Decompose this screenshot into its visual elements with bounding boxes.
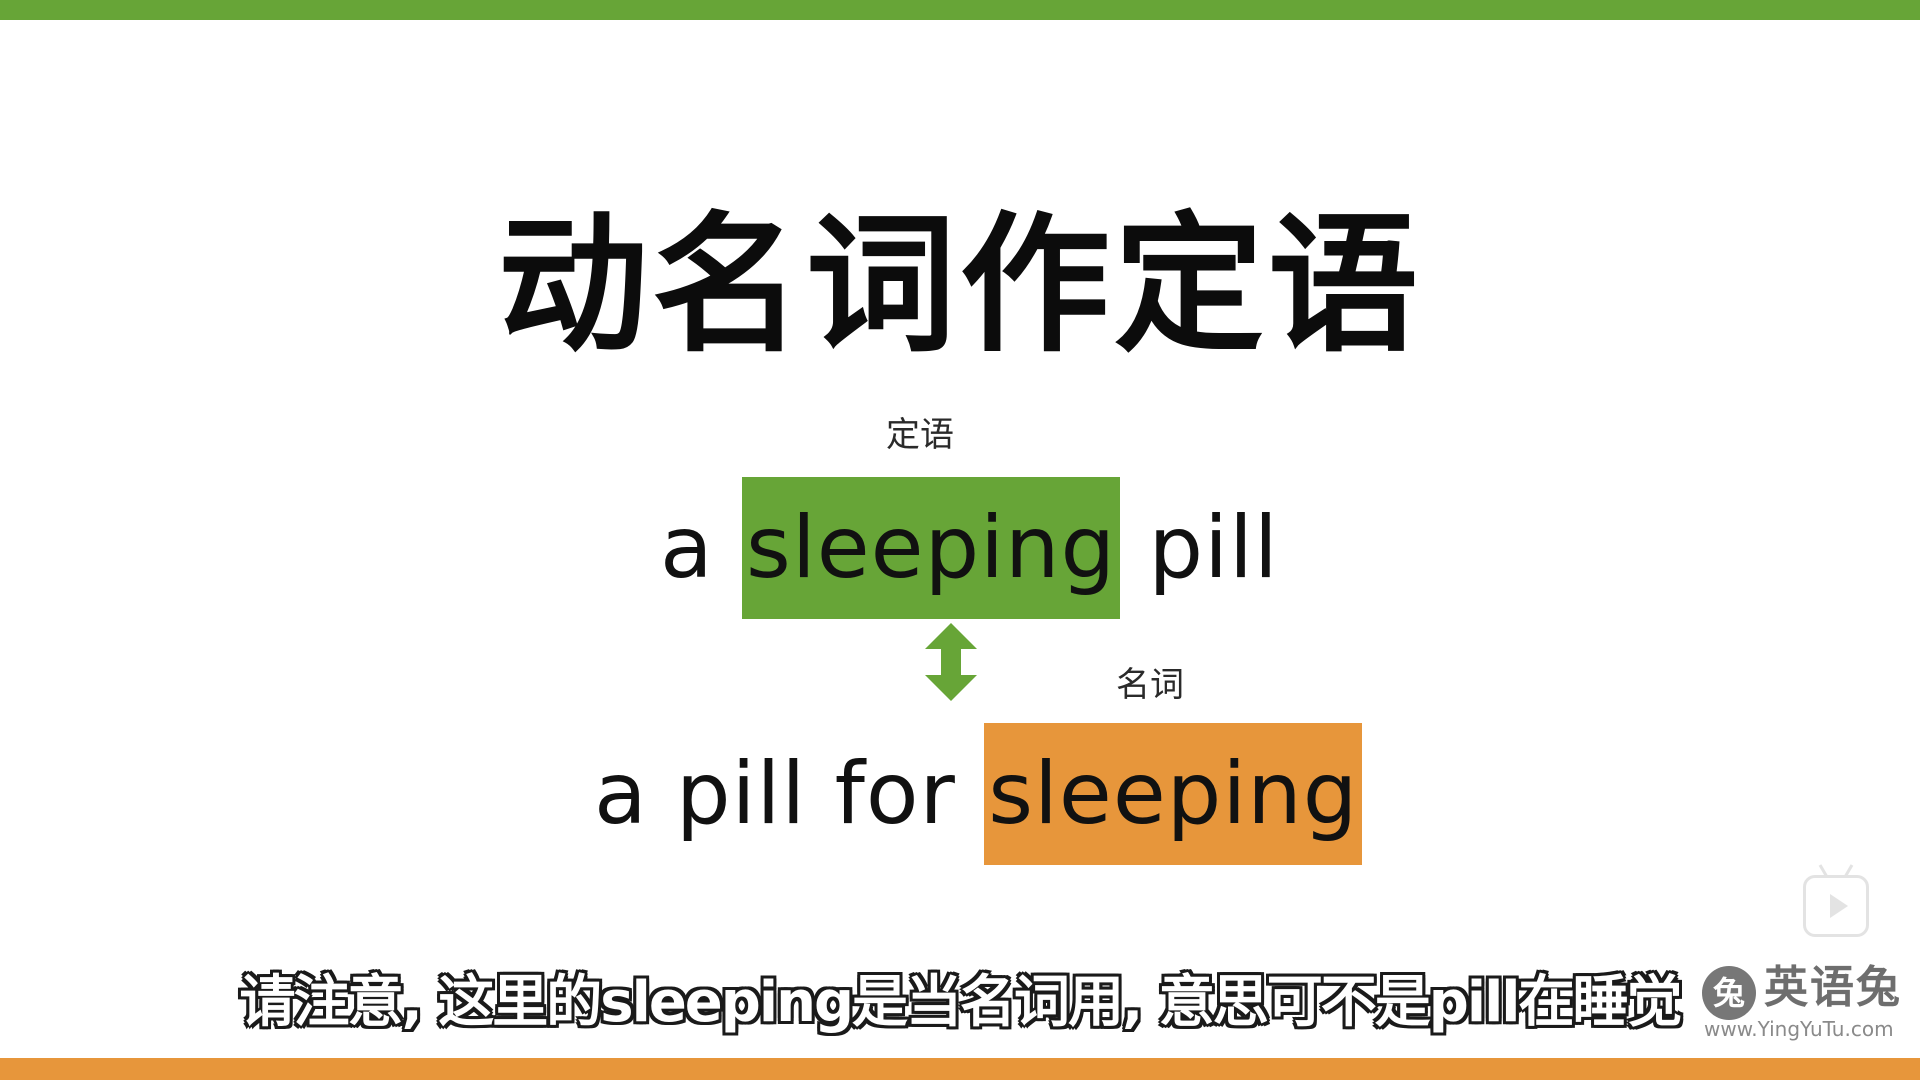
noun-tag: 名词 xyxy=(1116,665,1184,705)
phrase-a-sleeping-pill: a sleeping pill xyxy=(660,477,1279,619)
phrase1-after: pill xyxy=(1120,498,1279,598)
watermark-url: www.YingYuTu.com xyxy=(1704,1017,1894,1041)
double-vertical-arrow-icon xyxy=(925,623,977,701)
play-button-ear-left xyxy=(1818,864,1829,878)
phrase1-before: a xyxy=(660,498,743,598)
slide-title: 动名词作定语 xyxy=(497,197,1422,373)
phrase2-before: a pill for xyxy=(594,744,985,844)
phrase-a-pill-for-sleeping: a pill for sleeping xyxy=(594,723,1363,865)
phrase1-highlight-sleeping: sleeping xyxy=(742,477,1121,619)
attribute-tag: 定语 xyxy=(886,415,954,455)
top-green-bar xyxy=(0,0,1920,20)
bilibili-play-icon[interactable] xyxy=(1803,864,1869,937)
phrase2-highlight-sleeping: sleeping xyxy=(984,723,1363,865)
video-subtitle: 请注意, 这里的sleeping是当名词用, 意思可不是pill在睡觉 xyxy=(239,970,1683,1035)
watermark-logo: 兔 英语兔 www.YingYuTu.com xyxy=(1700,960,1900,1040)
bottom-orange-bar xyxy=(0,1058,1920,1080)
play-button-ear-right xyxy=(1843,864,1854,878)
watermark-name: 英语兔 xyxy=(1764,962,1902,1013)
play-triangle-icon xyxy=(1830,894,1848,918)
rabbit-logo-icon: 兔 xyxy=(1702,966,1756,1020)
